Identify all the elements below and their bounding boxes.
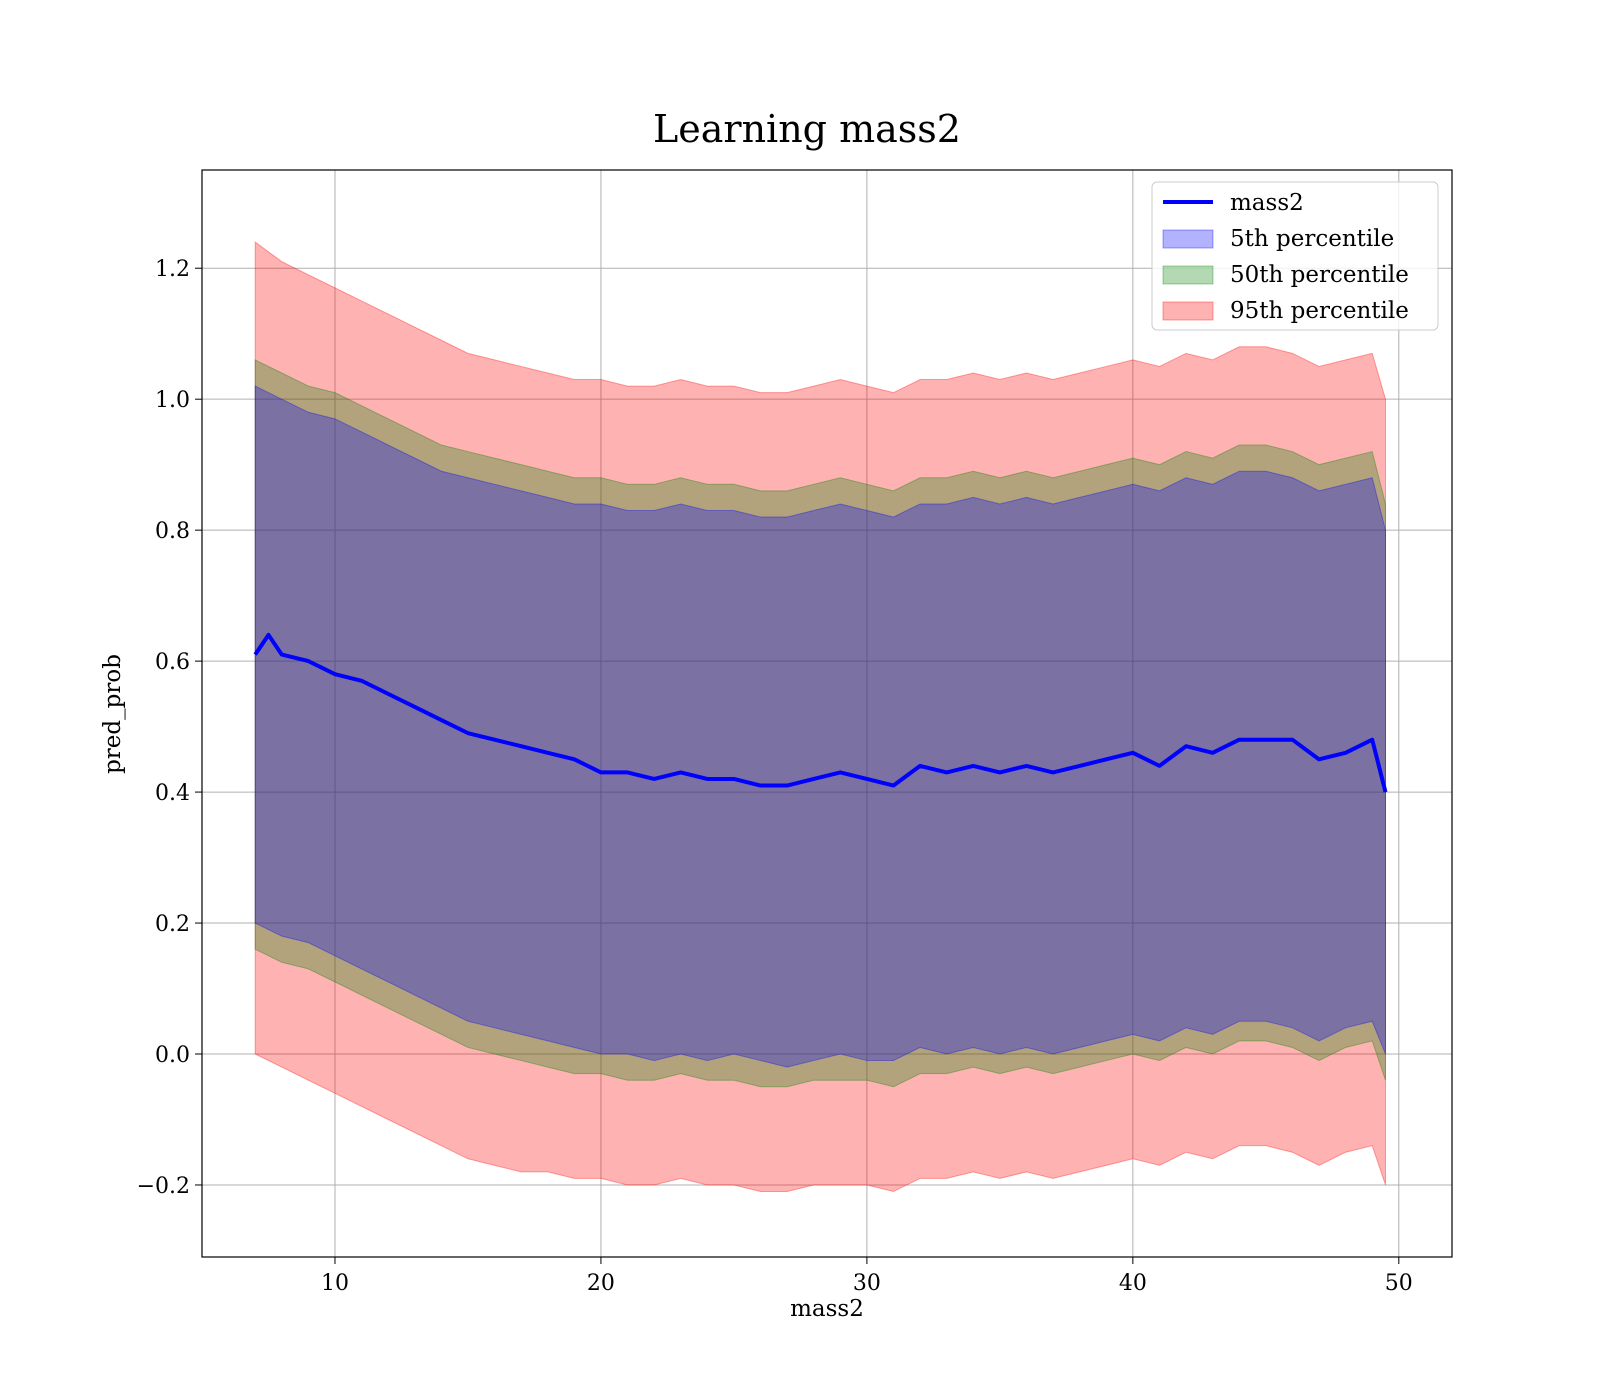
legend-box bbox=[1151, 181, 1439, 331]
legend: mass2 5th percentile 50th percentile 95th p… bbox=[1151, 181, 1439, 331]
legend-label-1: 5th percentile bbox=[1230, 226, 1394, 252]
legend-swatch-2 bbox=[1162, 265, 1214, 285]
x-tick-label-3: 40 bbox=[1119, 1271, 1147, 1296]
x-tick-label-1: 20 bbox=[587, 1271, 615, 1296]
band-95th-percentile bbox=[254, 241, 1387, 1193]
y-tick-label-4: 0.6 bbox=[155, 650, 190, 675]
plot-area: 10 20 30 40 50 −0.2 0.0 0.2 0.4 0.6 0.8 1.0 1.2 bbox=[137, 169, 1453, 1296]
legend-label-3: 95th percentile bbox=[1230, 298, 1409, 324]
band-50th-percentile bbox=[254, 359, 1387, 1088]
y-tick-label-1: 0.0 bbox=[155, 1043, 190, 1068]
legend-label-2: 50th percentile bbox=[1230, 262, 1409, 288]
x-tick-label-2: 30 bbox=[853, 1271, 881, 1296]
x-axis-title: mass2 bbox=[790, 1296, 864, 1322]
axes-frame bbox=[201, 169, 1453, 1258]
legend-swatch-3 bbox=[1162, 301, 1214, 321]
legend-swatch-1 bbox=[1162, 229, 1214, 249]
y-tick-label-0: −0.2 bbox=[137, 1174, 190, 1199]
x-tick-label-4: 50 bbox=[1385, 1271, 1413, 1296]
chart-title: Learning mass2 bbox=[653, 107, 961, 151]
band-5th-percentile bbox=[254, 385, 1387, 1068]
legend-label-0: mass2 bbox=[1230, 190, 1304, 216]
y-axis-title: pred_prob bbox=[100, 654, 126, 774]
y-tick-label-2: 0.2 bbox=[155, 912, 190, 937]
y-tick-label-5: 0.8 bbox=[155, 519, 190, 544]
x-tick-label-0: 10 bbox=[321, 1271, 349, 1296]
y-tick-label-6: 1.0 bbox=[155, 388, 190, 413]
y-tick-label-3: 0.4 bbox=[155, 781, 190, 806]
y-tick-label-7: 1.2 bbox=[155, 257, 190, 282]
